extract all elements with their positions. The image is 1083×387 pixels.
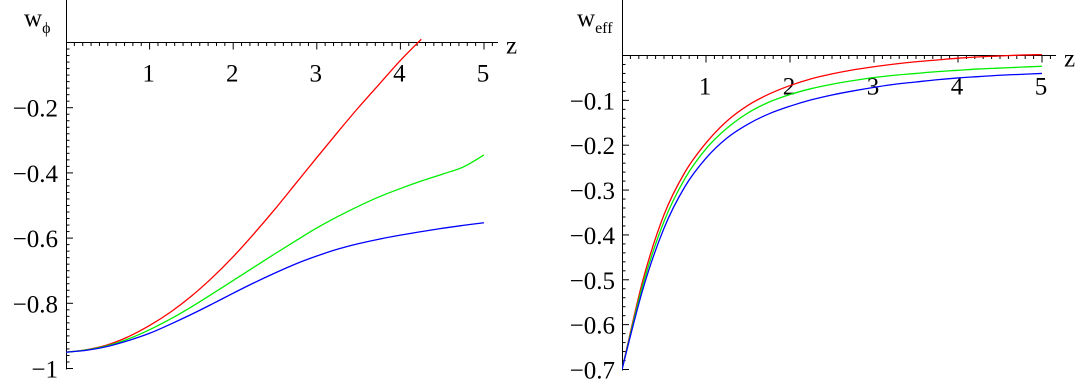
x-tick-label: 4 bbox=[951, 74, 964, 101]
y-tick-label: −1 bbox=[31, 357, 58, 384]
x-axis-title: z bbox=[506, 33, 517, 60]
x-tick-label: 1 bbox=[699, 74, 712, 101]
x-tick-label: 2 bbox=[226, 61, 239, 88]
x-tick-label: 5 bbox=[477, 61, 490, 88]
y-tick-label: −0.5 bbox=[570, 268, 615, 295]
series-line-2 bbox=[622, 72, 1043, 370]
x-tick-label: 5 bbox=[1035, 74, 1048, 101]
y-tick-label: −0.6 bbox=[570, 313, 615, 340]
series-line-1 bbox=[66, 154, 485, 353]
y-tick-label: −0.1 bbox=[570, 88, 615, 115]
y-axis-title-subscript: eff bbox=[595, 20, 613, 37]
series-line-0 bbox=[622, 53, 1043, 370]
series-line-1 bbox=[622, 65, 1043, 370]
y-tick-label: −0.7 bbox=[570, 358, 615, 385]
series-line-0 bbox=[66, 38, 422, 353]
y-tick-label: −0.3 bbox=[570, 178, 615, 205]
x-tick-label: 1 bbox=[142, 61, 155, 88]
y-axis-title: weff bbox=[577, 5, 613, 37]
y-tick-label: −0.2 bbox=[13, 96, 58, 123]
y-tick-label: −0.8 bbox=[13, 291, 58, 318]
y-axis-title-subscript: ϕ bbox=[42, 20, 50, 37]
x-axis-title: z bbox=[1064, 46, 1075, 73]
y-tick-label: −0.6 bbox=[13, 226, 58, 253]
x-tick-label: 4 bbox=[393, 61, 406, 88]
chart-w-phi: 1 2 3 4 5 −0.2 −0.4 −0.6 −0.8 −1 z wϕ bbox=[13, 0, 517, 384]
series-line-2 bbox=[66, 222, 485, 353]
y-tick-label: −0.4 bbox=[13, 161, 59, 188]
x-tick-label: 3 bbox=[310, 61, 323, 88]
y-tick-label: −0.4 bbox=[570, 223, 616, 250]
y-axis-title: wϕ bbox=[24, 5, 50, 37]
y-tick-label: −0.2 bbox=[570, 133, 615, 160]
